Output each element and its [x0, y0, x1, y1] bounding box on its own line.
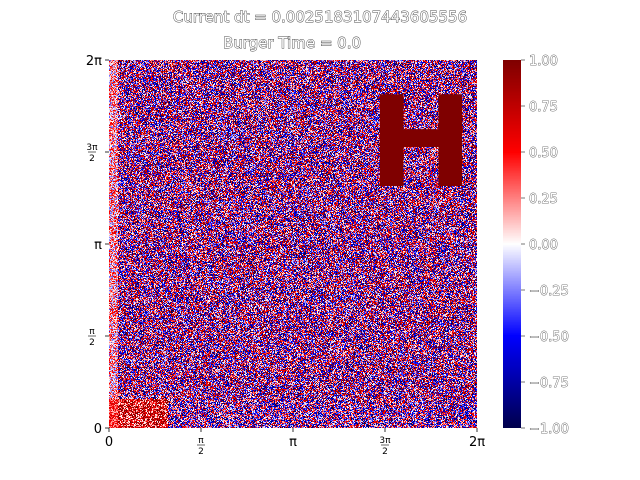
x-tick-label-numerator: 3π — [379, 436, 391, 446]
x-tick-label-numerator: π — [198, 436, 204, 446]
chart-title: Current dt = 0.0025183107443605556 — [173, 8, 467, 26]
y-tick-label-denominator: 2 — [89, 338, 95, 348]
colorbar-tick-label: 1.00 — [529, 54, 558, 69]
colorbar-tick-label: 0.50 — [529, 146, 558, 161]
colorbar-tick-label: −1.00 — [529, 422, 569, 437]
y-tick-label: 2π — [86, 54, 102, 69]
colorbar-tick-label: 0.00 — [529, 238, 558, 253]
colorbar-tick-label: 0.25 — [529, 192, 558, 207]
y-tick-label-numerator: π — [89, 327, 95, 337]
y-tick-label: π — [94, 238, 102, 253]
colorbar: 1.00 0.75 0.50 0.25 0.00 −0.25 −0.50 −0.75 −1.00 — [503, 54, 569, 437]
overlay-h-glyph: H — [368, 69, 473, 216]
colorbar-tick-label: 0.75 — [529, 100, 558, 115]
x-tick-label: 0 — [105, 435, 113, 450]
chart-subtitle: Burger Time = 0.0 — [223, 34, 361, 52]
y-tick-label-denominator: 2 — [89, 154, 95, 164]
x-tick-label-denominator: 2 — [198, 447, 204, 457]
colorbar-tick-label: −0.50 — [529, 330, 569, 345]
heatmap-field — [109, 60, 477, 428]
x-tick-label-denominator: 2 — [382, 447, 388, 457]
x-tick-label: π — [289, 435, 297, 450]
heatmap-plot-area: H — [109, 60, 477, 428]
y-tick-label-numerator: 3π — [86, 143, 98, 153]
colorbar-tick-label: −0.75 — [529, 376, 569, 391]
colorbar-gradient — [503, 60, 521, 428]
colorbar-tick-label: −0.25 — [529, 284, 569, 299]
x-tick-label: 2π — [469, 435, 485, 450]
y-tick-label: 0 — [94, 422, 102, 437]
